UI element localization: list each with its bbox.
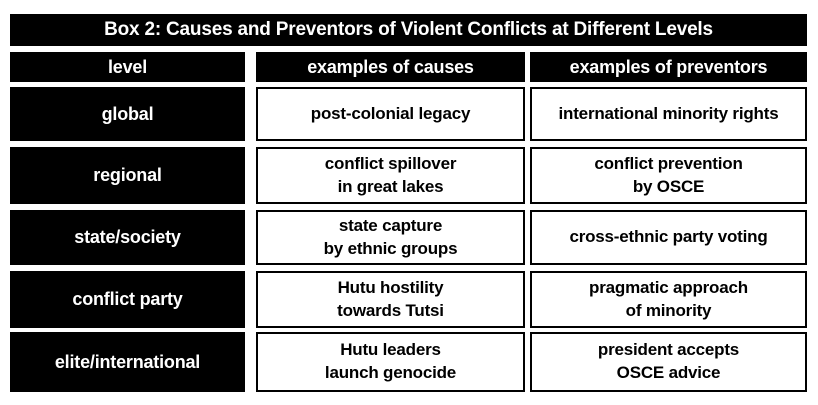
column-header-preventors: examples of preventors	[530, 52, 807, 82]
cause-cell: Hutu hostility towards Tutsi	[256, 271, 525, 328]
table-row-state-society: state/society state capture by ethnic gr…	[10, 210, 807, 265]
preventor-cell: cross-ethnic party voting	[530, 210, 807, 265]
level-cell: conflict party	[10, 271, 245, 328]
cause-cell: Hutu leaders launch genocide	[256, 332, 525, 392]
level-cell: state/society	[10, 210, 245, 265]
level-cell: elite/international	[10, 332, 245, 392]
level-cell: global	[10, 87, 245, 141]
table-row-global: global post-colonial legacy internationa…	[10, 87, 807, 141]
cause-cell: state capture by ethnic groups	[256, 210, 525, 265]
table-row-regional: regional conflict spillover in great lak…	[10, 147, 807, 204]
table-header-row: level examples of causes examples of pre…	[10, 52, 807, 82]
cause-cell: post-colonial legacy	[256, 87, 525, 141]
preventor-cell: president accepts OSCE advice	[530, 332, 807, 392]
preventor-cell: conflict prevention by OSCE	[530, 147, 807, 204]
table-row-elite-international: elite/international Hutu leaders launch …	[10, 332, 807, 392]
column-header-level: level	[10, 52, 245, 82]
preventor-cell: pragmatic approach of minority	[530, 271, 807, 328]
cause-cell: conflict spillover in great lakes	[256, 147, 525, 204]
box-title-bar: Box 2: Causes and Preventors of Violent …	[10, 14, 807, 46]
table-row-conflict-party: conflict party Hutu hostility towards Tu…	[10, 271, 807, 328]
preventor-cell: international minority rights	[530, 87, 807, 141]
box-figure: Box 2: Causes and Preventors of Violent …	[10, 14, 807, 392]
column-header-causes: examples of causes	[256, 52, 525, 82]
level-cell: regional	[10, 147, 245, 204]
